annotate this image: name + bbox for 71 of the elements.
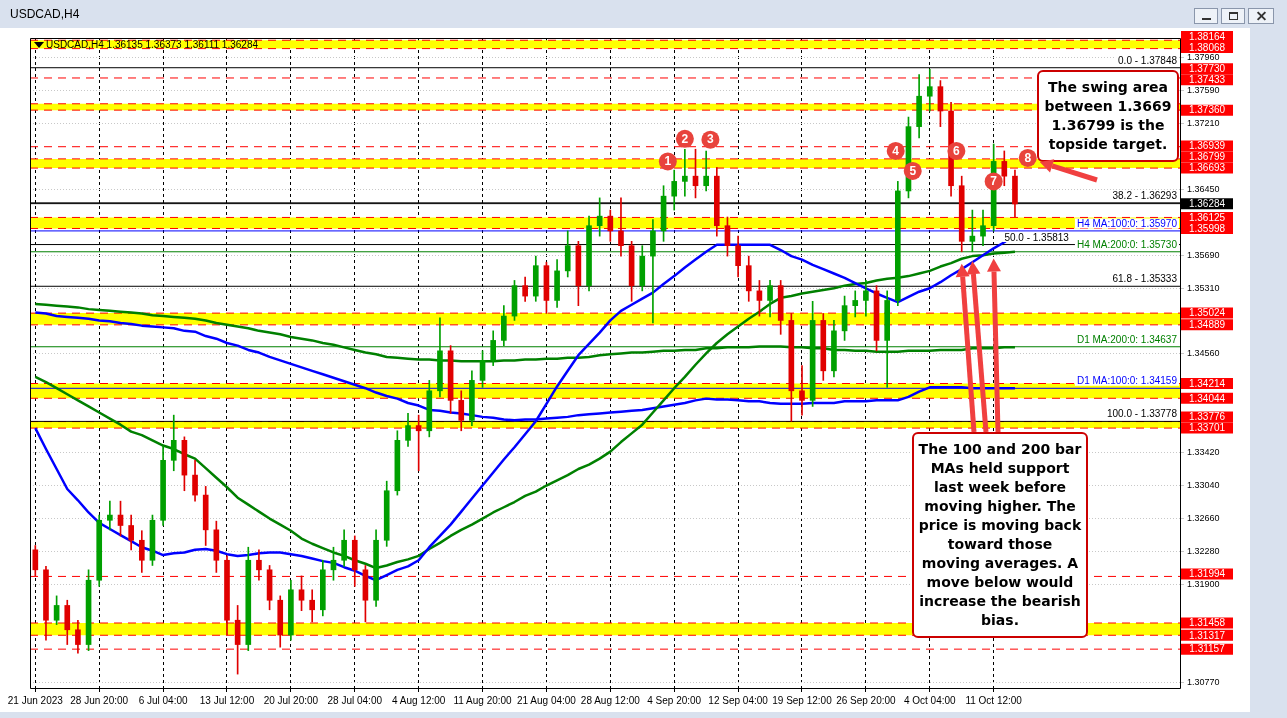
chart-subtitle: USDCAD,H4 <box>10 7 80 21</box>
y-tick-label: 1.33420 <box>1187 446 1220 457</box>
ref-line-label: 1.35998 <box>1188 222 1226 234</box>
x-tick-label: 11 Oct 12:00 <box>965 694 1023 706</box>
ref-line-label: 1.31157 <box>1189 643 1226 655</box>
ref-line-label: 1.38164 <box>1188 30 1226 42</box>
y-tick-label: 1.35690 <box>1187 249 1220 260</box>
annotation: 7 <box>990 174 998 189</box>
annotation: 5 <box>909 163 917 178</box>
ref-line-label: 1.35024 <box>1188 307 1226 319</box>
annotation: 100.0 - 1.33778 <box>1106 408 1178 420</box>
ref-line-label: 1.36939 <box>1188 140 1226 152</box>
x-tick-label: 21 Aug 04:00 <box>516 694 577 706</box>
x-tick-label: 28 Aug 12:00 <box>580 694 641 706</box>
ref-line-label: 1.31458 <box>1188 617 1226 629</box>
annotation: 50.0 - 1.35813 <box>1004 231 1070 243</box>
x-tick-label: 6 Jul 04:00 <box>138 694 188 706</box>
y-tick-label: 1.31900 <box>1187 579 1220 590</box>
x-tick-label: 12 Sep 04:00 <box>708 694 769 706</box>
annotation: 38.2 - 1.36293 <box>1112 189 1178 201</box>
ref-line-label: 1.38068 <box>1188 41 1226 53</box>
ref-line-label: 1.34889 <box>1188 319 1226 331</box>
annotation: 1 <box>664 154 672 169</box>
x-tick-label: 4 Sep 20:00 <box>647 694 702 706</box>
y-tick-label: 1.33040 <box>1187 480 1220 491</box>
x-tick-label: 4 Aug 12:00 <box>391 694 446 706</box>
y-tick-label: 1.36450 <box>1187 183 1220 194</box>
ref-line-label: 1.33701 <box>1188 422 1226 434</box>
text: The 100 and 200 bar MAs held support last week before moving higher. The price is moving back toward those moving averages. A move below would increase the bearish bias. <box>918 441 1082 628</box>
annotation: 61.8 - 1.35333 <box>1112 273 1178 285</box>
y-tick-label: 1.37960 <box>1187 52 1220 63</box>
y-tick-label: 1.37590 <box>1187 84 1220 95</box>
x-tick-label: 13 Jul 12:00 <box>199 694 255 706</box>
ref-line-label: 1.31317 <box>1188 629 1226 641</box>
annotation: 6 <box>953 143 961 158</box>
ref-line-label: 1.36284 <box>1188 197 1226 209</box>
ref-line-label: 1.37433 <box>1188 73 1226 85</box>
y-tick-label: 1.30770 <box>1187 677 1220 688</box>
ref-line-label: D1 MA:200:0: 1.34637 <box>1076 333 1178 345</box>
ref-line-label: 1.34044 <box>1188 392 1226 404</box>
x-tick-label: 20 Jul 20:00 <box>263 694 319 706</box>
ref-line-label: H4 MA:100:0: 1.35970 <box>1076 217 1178 229</box>
x-tick-label: 28 Jun 20:00 <box>70 694 129 706</box>
ref-line-label: 1.36799 <box>1188 151 1226 163</box>
ref-line-label: D1 MA:100:0: 1.34159 <box>1076 375 1178 387</box>
x-tick-label: 19 Sep 12:00 <box>772 694 833 706</box>
annotation: 3 <box>707 132 715 147</box>
ref-line-label: 1.37360 <box>1188 104 1226 116</box>
y-tick-label: 1.35310 <box>1187 282 1220 293</box>
text: The swing area between 1.3669 1.36799 is the topside target. <box>1037 70 1179 162</box>
x-tick-label: 26 Sep 20:00 <box>836 694 897 706</box>
ref-line-label: 1.36125 <box>1188 211 1226 223</box>
ref-line-label: 1.33776 <box>1188 411 1226 423</box>
y-tick-label: 1.37210 <box>1187 117 1220 128</box>
x-tick-label: 28 Jul 04:00 <box>327 694 383 706</box>
y-tick-label: 1.34560 <box>1187 347 1220 358</box>
y-tick-label: 1.32660 <box>1187 513 1220 524</box>
annotation: 8 <box>1024 150 1032 165</box>
ref-line-label: H4 MA:200:0: 1.35730 <box>1076 238 1178 250</box>
ref-line-label: 1.31994 <box>1188 568 1226 580</box>
annotation: 4 <box>892 143 900 158</box>
ref-line-label: 1.34214 <box>1188 377 1226 389</box>
x-tick-label: 11 Aug 20:00 <box>453 694 513 706</box>
ref-line-label: 1.36693 <box>1188 162 1226 174</box>
y-tick-label: 1.32280 <box>1187 546 1220 557</box>
chart-title: USDCAD,H4 1.36135 1.36373 1.36111 1.36284 <box>46 38 259 50</box>
x-tick-label: 21 Jun 2023 <box>7 694 64 706</box>
x-tick-label: 4 Oct 04:00 <box>903 694 957 706</box>
ref-line-label: 1.37730 <box>1188 62 1226 74</box>
annotation: 2 <box>681 131 689 146</box>
annotation: 0.0 - 1.37848 <box>1118 54 1178 66</box>
